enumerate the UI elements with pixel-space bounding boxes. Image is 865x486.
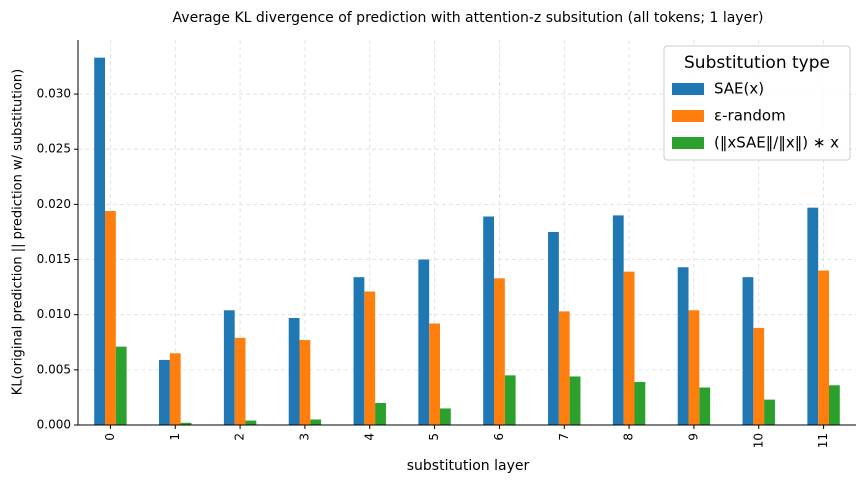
bar — [699, 387, 711, 425]
bar — [548, 231, 559, 425]
bar — [234, 337, 246, 425]
legend-label: (‖xSAE‖/‖x‖) ∗ x — [714, 134, 839, 152]
bar — [494, 278, 505, 425]
bar — [115, 346, 127, 425]
legend-swatch — [672, 110, 704, 122]
bar — [245, 420, 257, 425]
x-tick-label: 11 — [816, 433, 830, 448]
bar — [623, 271, 635, 425]
bar — [677, 267, 689, 425]
bar — [94, 57, 106, 426]
bar — [504, 375, 516, 425]
bar — [159, 359, 170, 425]
bar — [353, 277, 365, 425]
y-tick-label: 0.025 — [37, 142, 71, 156]
bar — [364, 291, 376, 425]
x-tick-label: 0 — [103, 433, 117, 441]
bar — [375, 402, 386, 425]
bar — [180, 422, 192, 425]
bar — [753, 327, 765, 425]
legend-swatch — [672, 137, 704, 149]
x-tick-label: 2 — [233, 433, 247, 441]
x-tick-label: 5 — [427, 433, 441, 441]
x-tick-label: 4 — [362, 433, 376, 441]
y-tick-label: 0.030 — [37, 87, 71, 101]
bar — [310, 419, 322, 425]
legend-label: ε-random — [714, 107, 786, 125]
bar — [439, 408, 451, 425]
y-tick-label: 0.020 — [37, 197, 71, 211]
x-tick-label: 3 — [297, 433, 311, 441]
x-tick-label: 1 — [168, 433, 182, 441]
bar — [634, 381, 646, 425]
bar — [105, 210, 116, 425]
legend-swatch — [672, 83, 704, 95]
y-tick-label: 0.005 — [37, 362, 71, 376]
bar — [299, 340, 311, 425]
y-axis-label: KL(original prediction || prediction w/ … — [11, 69, 26, 395]
x-axis-label: substitution layer — [407, 458, 530, 474]
bar — [418, 259, 430, 425]
y-tick-label: 0.010 — [37, 307, 71, 321]
bar — [558, 311, 570, 425]
bar — [483, 216, 495, 425]
bar — [569, 376, 581, 425]
x-tick-label: 7 — [557, 433, 571, 441]
bar — [429, 323, 440, 425]
bar — [223, 310, 235, 425]
bar — [288, 317, 300, 425]
y-tick-label: 0.000 — [37, 418, 71, 432]
y-tick-label: 0.015 — [37, 252, 71, 266]
legend-title: Substitution type — [684, 53, 830, 73]
chart-title: Average KL divergence of prediction with… — [173, 10, 764, 26]
bar — [764, 399, 775, 425]
x-tick-label: 10 — [751, 433, 765, 448]
bar — [818, 270, 829, 425]
bar — [688, 310, 700, 425]
x-tick-label: 9 — [686, 433, 700, 441]
legend-box — [663, 45, 851, 161]
bar — [742, 277, 754, 425]
bar — [807, 207, 819, 425]
bar — [169, 353, 181, 425]
x-tick-label: 8 — [622, 433, 636, 441]
x-tick-label: 6 — [492, 433, 506, 441]
bar — [612, 215, 624, 425]
bar — [828, 385, 840, 425]
legend-label: SAE(x) — [714, 80, 764, 98]
